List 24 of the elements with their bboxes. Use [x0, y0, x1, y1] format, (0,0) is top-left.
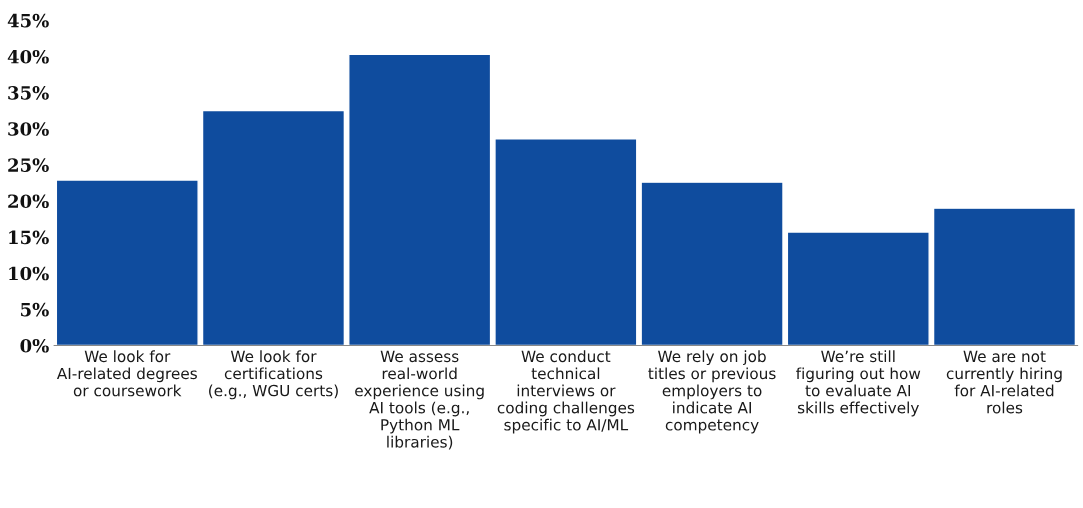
x-tick-label: We assess real-world experience using AI tools (e.g., Python ML libraries) [355, 350, 484, 450]
x-tick-label: We conduct technical interviews or coding challenges specific to AI/ML [497, 350, 635, 434]
bar [932, 207, 1077, 346]
x-tick-label: We look for AI-related degrees or coursework [56, 350, 197, 397]
y-tick-label: 40% [7, 49, 49, 64]
y-tick-label: 10% [9, 266, 49, 281]
bar [786, 231, 930, 346]
bar [494, 138, 638, 346]
bar [55, 179, 199, 346]
x-tick-label: We look for certifications (e.g., WGU certs) [209, 350, 338, 400]
y-tick-label: 20% [8, 194, 49, 209]
y-tick-label: 35% [8, 86, 49, 100]
x-tick-label: We are not currently hiring for AI-related roles [946, 350, 1062, 414]
bar [201, 109, 346, 346]
bar [640, 181, 784, 346]
x-tick-label: We rely on job titles or previous employers to indicate AI competency [648, 350, 776, 434]
bar [348, 53, 492, 346]
y-tick-label: 45% [7, 13, 49, 28]
y-tick-label: 30% [8, 122, 49, 136]
y-tick-label: 25% [8, 158, 49, 172]
y-tick-label: 5% [21, 302, 49, 317]
y-tick-label: 0% [20, 338, 49, 353]
x-tick-label: We’re still figuring out how to evaluate AI skills effectively [796, 350, 921, 417]
y-tick-label: 15% [9, 230, 49, 245]
